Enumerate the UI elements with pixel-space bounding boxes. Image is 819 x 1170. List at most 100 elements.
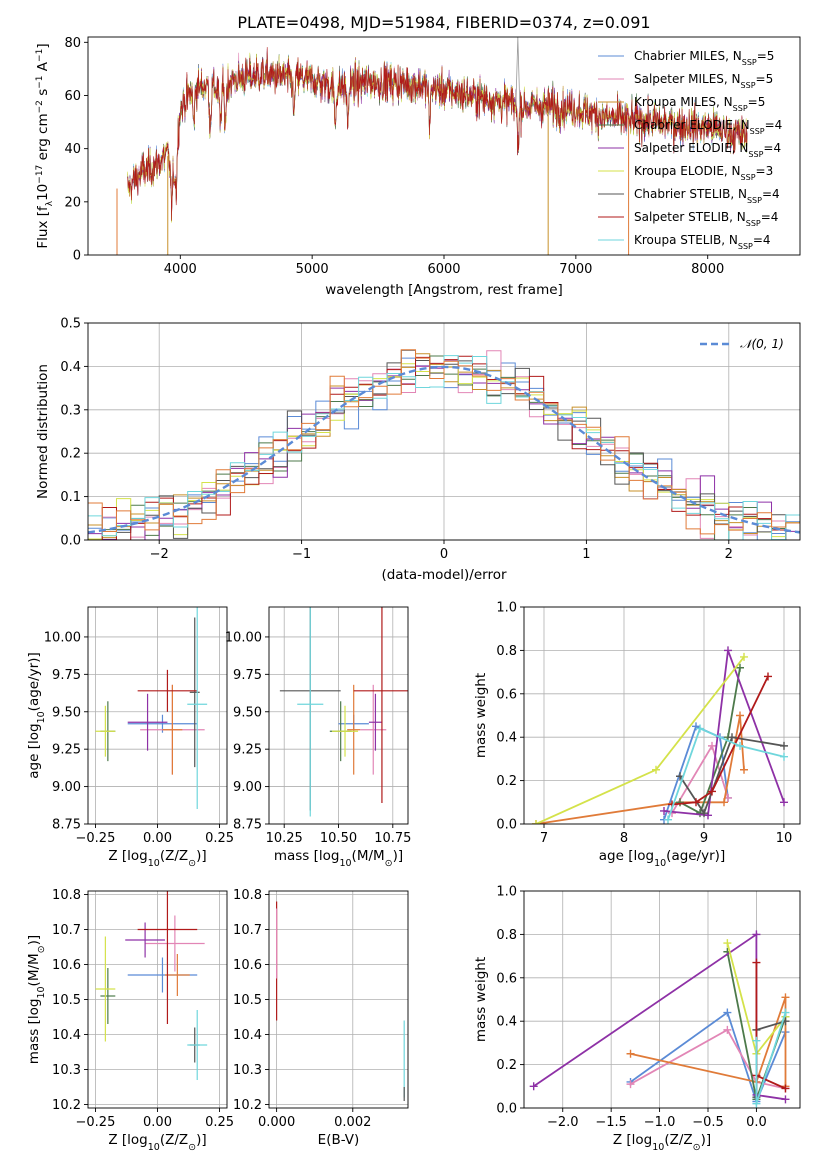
x-tick-label: −2.0 (547, 1115, 579, 1130)
label-script: Kroupa ELODIE, N (634, 164, 741, 178)
y-tick-label: 40 (64, 142, 81, 157)
error-bar-point (137, 669, 198, 712)
x-axis-label: Z [log10(Z/Z⊙)] (108, 848, 206, 869)
label-script: Salpeter ELODIE, N (634, 141, 748, 155)
label-script: SSP (742, 58, 757, 67)
x-axis-label: mass [log10(M/M⊙)] (274, 848, 403, 869)
label-script: (M/M (352, 848, 385, 864)
weight-marker (764, 672, 772, 681)
y-tick-label: 10.4 (233, 1028, 262, 1043)
panel-weight_vs_Z: −2.0 −1.5 −1.0 −0.5 0.0 0.0 0.2 0.4 0.6 0.8 1.0 Z [… (473, 885, 801, 1153)
x-tick-label: 8 (620, 831, 628, 846)
weight-marker (664, 815, 672, 824)
y-tick-label: 9.50 (52, 705, 81, 720)
weight-marker (626, 1049, 635, 1058)
label-script: )] (701, 1132, 712, 1148)
y-tick-label: 0.6 (496, 971, 517, 986)
panel-mass_vs_ebv: 0.000 0.002 10.2 10.3 10.4 10.5 10.6 10.7 10.8 E(… (233, 888, 409, 1148)
plot-area-spectrum (116, 37, 748, 255)
weight-marker (752, 930, 761, 939)
y-tick-label: 10.4 (52, 1028, 81, 1043)
x-tick-label: −1 (292, 547, 311, 562)
histogram-series (88, 349, 800, 535)
plot-area-mass_vs_ebv (276, 901, 405, 1101)
label-script: ⊙ (188, 1142, 196, 1153)
x-tick-label: 6000 (427, 262, 460, 277)
x-tick-label: 1 (582, 547, 590, 562)
x-axis-label: age [log10(age/yr)] (599, 848, 725, 869)
label-script: −1 (35, 75, 45, 88)
weight-line (630, 1028, 786, 1090)
x-tick-label: 10.75 (374, 831, 411, 846)
y-tick-label: 0.3 (60, 403, 81, 418)
weight-marker (723, 1008, 732, 1017)
label-script: SSP (748, 150, 763, 159)
error-bar-point (353, 607, 408, 804)
plot-area-mass_vs_Z (95, 891, 208, 1080)
axes-frame (523, 606, 801, 825)
legend-label: Kroupa STELIB, NSSP=4 (634, 233, 771, 251)
x-axis-label: (data-model)/error (381, 567, 507, 583)
x-tick-label: 4000 (164, 262, 197, 277)
spectrum-line (127, 47, 748, 221)
weight-marker (660, 806, 668, 815)
weight-marker (700, 809, 708, 818)
y-tick-label: 10.7 (233, 923, 262, 938)
panel-age_vs_Z: −0.25 0.00 0.25 8.75 9.00 9.25 9.50 9.75 10.00 Z … (26, 606, 234, 869)
label-script: mass [log (274, 848, 340, 864)
panel-spectrum: 4000 5000 6000 7000 8000 0 20 40 60 80 PLATE=0498,… (35, 13, 801, 298)
y-tick-label: 8.75 (52, 818, 81, 833)
weight-marker (740, 765, 748, 774)
error-bar-point (189, 617, 200, 768)
y-tick-label: 10.00 (225, 630, 262, 645)
y-tick-label: 0.1 (60, 490, 81, 505)
error-bar-point (127, 693, 168, 751)
weight-marker (781, 1084, 790, 1093)
label-script: =4 (762, 187, 780, 201)
label-script: SSP (747, 196, 762, 205)
label-script: age [log (26, 723, 42, 778)
weight-marker (532, 820, 540, 824)
x-tick-label: 7 (540, 831, 548, 846)
weight-marker (736, 663, 744, 672)
label-script: Kroupa MILES, N (634, 95, 733, 109)
y-tick-label: 10.8 (233, 888, 262, 903)
x-tick-label: 0.002 (334, 1115, 371, 1130)
label-script: Chabrier STELIB, N (634, 187, 747, 201)
plot-area-residuals (88, 349, 800, 540)
normal-reference-curve (88, 365, 800, 534)
y-tick-label: 60 (64, 89, 81, 104)
y-tick-label: 9.25 (52, 743, 81, 758)
plot-area-weight_vs_age (532, 646, 788, 824)
label-script: Flux [f (35, 205, 51, 249)
plot-area-age_vs_Z (95, 607, 208, 810)
x-tick-label: 10 (776, 831, 793, 846)
x-tick-label: 7000 (559, 262, 592, 277)
x-tick-label: 10.50 (320, 831, 357, 846)
weight-line (663, 650, 785, 817)
legend-label: 𝒩(0, 1) (740, 337, 784, 351)
label-script: =4 (761, 210, 779, 224)
y-tick-label: 9.75 (52, 668, 81, 683)
weight-series (660, 646, 788, 820)
label-script: Chabrier ELODIE, N (634, 118, 750, 132)
x-axis-label: E(B-V) (318, 1132, 360, 1148)
legend-label: Chabrier MILES, NSSP=5 (634, 49, 774, 67)
x-tick-label: 5000 (296, 262, 329, 277)
plot-area-age_vs_mass (279, 607, 408, 817)
error-bar-point (297, 607, 324, 817)
label-script: Salpeter MILES, N (634, 72, 741, 86)
weight-series (532, 652, 748, 824)
error-bar-point (164, 954, 190, 996)
legend-label: Salpeter MILES, NSSP=5 (634, 72, 773, 90)
y-tick-label: 0 (73, 249, 81, 264)
y-tick-label: 0.0 (496, 1102, 517, 1117)
label-script: 10 (652, 1142, 664, 1153)
label-script: mass weight (473, 957, 489, 1042)
emission-spike (515, 37, 521, 107)
weight-series (676, 733, 788, 818)
y-tick-label: 10.8 (52, 888, 81, 903)
label-script: ] (35, 43, 51, 48)
